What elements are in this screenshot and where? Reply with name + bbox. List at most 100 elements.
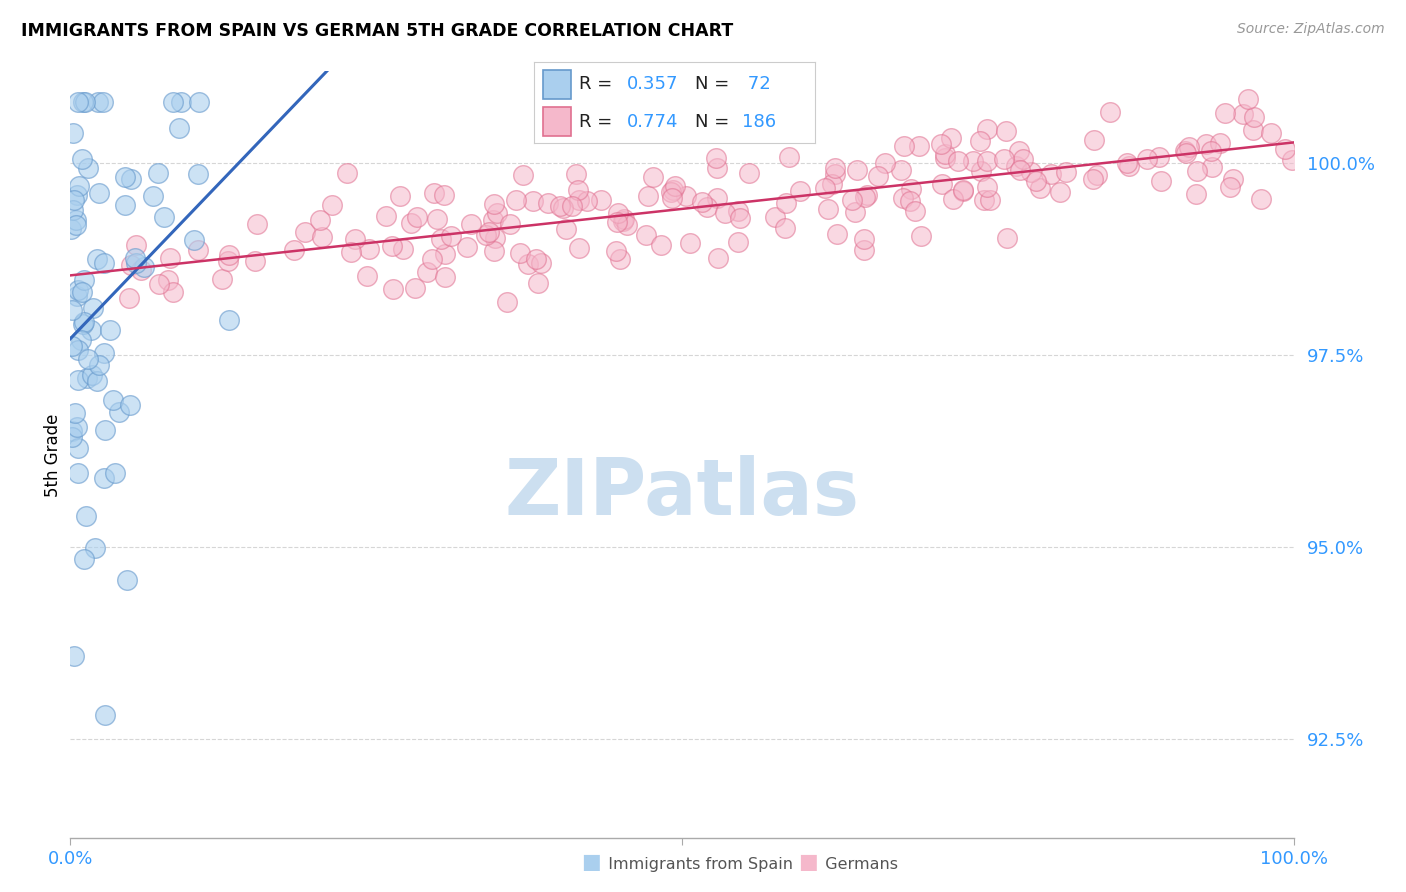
Point	[125, 237, 148, 252]
Point	[72, 273, 94, 287]
Point	[169, 121, 191, 136]
Point	[433, 187, 456, 202]
Point	[124, 251, 146, 265]
Point	[1040, 168, 1063, 182]
Point	[704, 151, 727, 165]
Point	[1213, 106, 1236, 120]
Point	[993, 152, 1015, 166]
Point	[148, 166, 170, 180]
Point	[1219, 180, 1241, 194]
Point	[335, 166, 357, 180]
Point	[101, 393, 124, 408]
Point	[80, 323, 103, 337]
Text: 0.774: 0.774	[627, 113, 679, 131]
Point	[496, 294, 519, 309]
Point	[1241, 123, 1264, 137]
Point	[1010, 162, 1032, 177]
Point	[405, 211, 427, 225]
Point	[72, 317, 94, 331]
Point	[73, 552, 96, 566]
Point	[187, 168, 209, 182]
Point	[439, 229, 461, 244]
Point	[706, 161, 728, 176]
Point	[512, 168, 534, 182]
Point	[60, 339, 83, 353]
Point	[934, 152, 956, 166]
Point	[613, 212, 636, 227]
Point	[430, 232, 453, 246]
Point	[381, 239, 404, 253]
Point	[551, 202, 574, 216]
Point	[898, 194, 921, 209]
Point	[524, 252, 547, 267]
Point	[115, 573, 138, 587]
Point	[778, 150, 800, 164]
Point	[962, 154, 984, 169]
Point	[159, 251, 181, 265]
Text: R =: R =	[579, 75, 619, 93]
Point	[1175, 146, 1198, 161]
Point	[118, 398, 141, 412]
Point	[661, 192, 683, 206]
Point	[1118, 160, 1140, 174]
Point	[659, 185, 682, 199]
Point	[86, 95, 108, 109]
Text: 72: 72	[742, 75, 770, 93]
Point	[1007, 144, 1029, 158]
Point	[612, 214, 634, 228]
Point	[530, 256, 553, 270]
Point	[1116, 156, 1139, 170]
Point	[1195, 136, 1218, 151]
Point	[727, 235, 749, 249]
Point	[434, 246, 457, 260]
Point	[1178, 140, 1201, 154]
Point	[183, 233, 205, 247]
Point	[664, 178, 686, 193]
Point	[73, 95, 96, 109]
Point	[1011, 152, 1033, 166]
Text: Immigrants from Spain: Immigrants from Spain	[598, 857, 793, 872]
Point	[891, 190, 914, 204]
Text: N =: N =	[695, 75, 734, 93]
Text: Source: ZipAtlas.com: Source: ZipAtlas.com	[1237, 22, 1385, 37]
Point	[67, 343, 90, 357]
Point	[939, 130, 962, 145]
Point	[87, 186, 110, 201]
Point	[76, 371, 98, 385]
Point	[104, 467, 127, 481]
Point	[1081, 172, 1104, 186]
Text: ZIPatlas: ZIPatlas	[505, 455, 859, 532]
Point	[93, 256, 115, 270]
Point	[1098, 105, 1121, 120]
Point	[662, 183, 685, 197]
Point	[994, 124, 1017, 138]
Point	[72, 314, 94, 328]
Point	[475, 227, 498, 242]
Point	[1187, 163, 1209, 178]
Point	[650, 237, 672, 252]
Point	[170, 95, 193, 109]
Point	[98, 323, 121, 337]
Point	[118, 292, 141, 306]
Point	[890, 163, 912, 178]
Point	[900, 182, 922, 196]
Point	[505, 193, 527, 207]
Point	[65, 213, 87, 227]
Point	[157, 273, 180, 287]
Point	[616, 218, 638, 232]
Point	[86, 374, 108, 388]
Point	[728, 211, 751, 225]
Point	[1274, 142, 1296, 156]
Point	[707, 251, 730, 265]
Point	[509, 246, 531, 260]
Point	[537, 195, 560, 210]
Point	[114, 198, 136, 212]
Point	[142, 189, 165, 203]
Point	[321, 198, 343, 212]
Point	[941, 192, 963, 206]
Point	[1085, 168, 1108, 182]
Y-axis label: 5th Grade: 5th Grade	[44, 413, 62, 497]
Bar	[543, 70, 571, 99]
Point	[934, 147, 956, 161]
Point	[825, 227, 848, 241]
